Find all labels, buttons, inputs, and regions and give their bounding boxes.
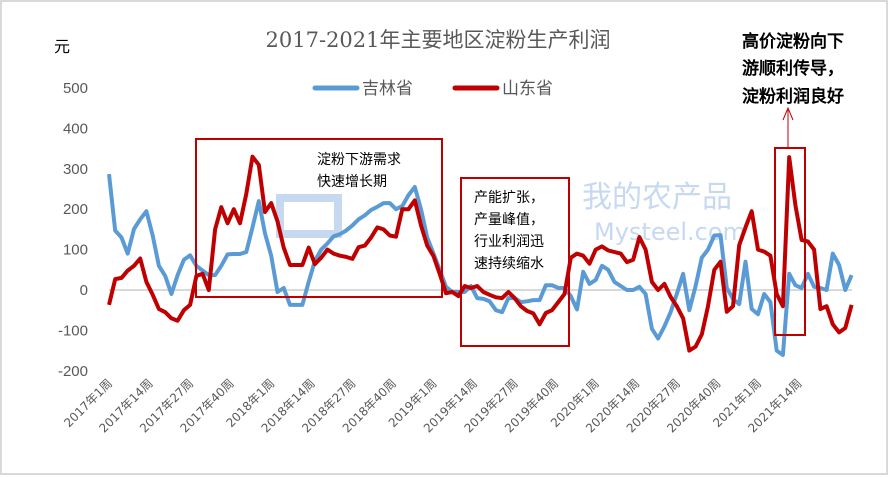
annotation-text: 游顺利传导， [742,58,844,79]
series-line-shandong [109,157,852,351]
annotation-text: 淀粉利润良好 [742,86,844,107]
legend: 吉林省 山东省 [315,79,553,99]
annotation-text: 行业利润迅 [474,234,544,250]
annotation-capacity-expansion: 产能扩张， 产量峰值， 行业利润迅 速持续缩水 [461,178,569,346]
legend-label-jilin: 吉林省 [362,79,413,99]
y-tick-label: 200 [63,201,88,218]
annotation-text: 快速增长期 [317,174,387,190]
y-tick-label: 400 [63,120,88,137]
watermark-logo-icon [280,198,338,234]
annotation-text: 速持续缩水 [474,255,544,272]
y-tick-label: 300 [63,161,88,178]
annotation-text: 产量峰值， [474,212,544,228]
y-axis: 500 400 300 200 100 0 -100 -200 [58,80,88,380]
y-tick-label: -100 [58,322,88,339]
watermark-text: 我的农产品 [582,180,732,215]
y-tick-label: 100 [63,242,88,259]
x-axis: 2017年1周2017年14周2017年27周2017年40周2018年1周20… [61,376,804,435]
legend-label-shandong: 山东省 [502,79,553,99]
y-tick-label: 500 [63,80,88,97]
annotation-text: 淀粉下游需求 [317,152,401,168]
y-tick-label: -200 [58,363,88,380]
chart-title: 2017-2021年主要地区淀粉生产利润 [266,28,611,52]
annotation-text: 产能扩张， [474,190,544,206]
y-tick-label: 0 [80,282,88,299]
annotation-demand-growth: 淀粉下游需求 快速增长期 [196,139,442,297]
annotation-text: 高价淀粉向下 [742,31,844,52]
y-axis-unit: 元 [54,39,70,56]
